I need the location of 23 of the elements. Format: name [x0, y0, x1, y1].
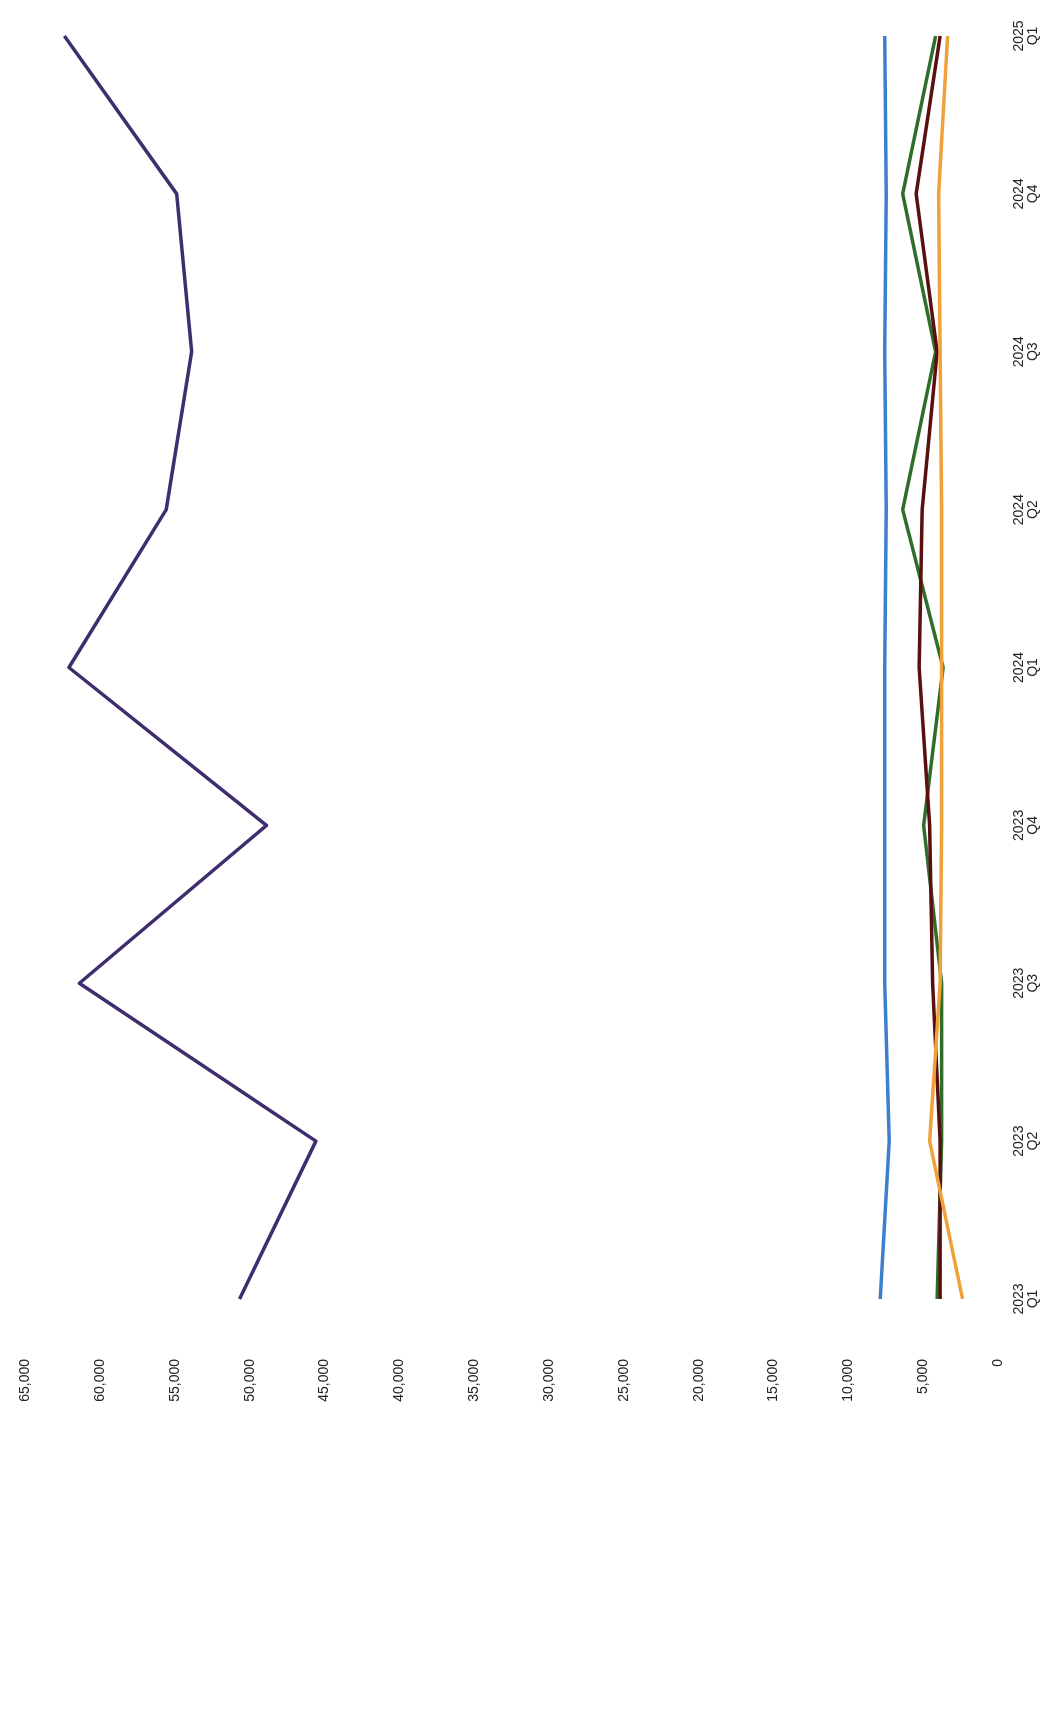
x-tick-label: 65,000: [16, 1358, 32, 1402]
x-tick-label: 55,000: [165, 1358, 182, 1402]
y-tick-label: 2023 Q4: [1010, 809, 1040, 841]
x-tick-label: 20,000: [689, 1358, 706, 1402]
x-tick-label: 25,000: [614, 1358, 631, 1402]
y-tick-label: 2023 Q3: [1010, 967, 1040, 999]
y-tick-label: 2023 Q1: [1010, 1283, 1040, 1315]
x-tick-label: 35,000: [465, 1358, 482, 1402]
x-tick-label: 60,000: [90, 1358, 107, 1402]
x-tick-label: 40,000: [390, 1358, 407, 1402]
y-tick-label: 2023 Q2: [1010, 1125, 1040, 1157]
x-tick-label: 15,000: [764, 1358, 781, 1402]
x-tick-label: 45,000: [315, 1358, 332, 1402]
y-tick-label: 2024 Q2: [1010, 493, 1040, 526]
y-tick-label: 2025 Q1: [1010, 20, 1040, 52]
y-tick-label: 2024 Q3: [1010, 335, 1040, 368]
x-tick-label: 5,000: [914, 1358, 931, 1395]
y-tick-label: 2024 Q4: [1010, 178, 1040, 210]
x-tick-label: 50,000: [240, 1358, 257, 1402]
x-tick-label: 0: [989, 1358, 1005, 1367]
x-tick-label: 10,000: [839, 1358, 856, 1402]
x-tick-label: 30,000: [539, 1358, 556, 1402]
y-tick-label: 2024 Q1: [1010, 651, 1040, 684]
